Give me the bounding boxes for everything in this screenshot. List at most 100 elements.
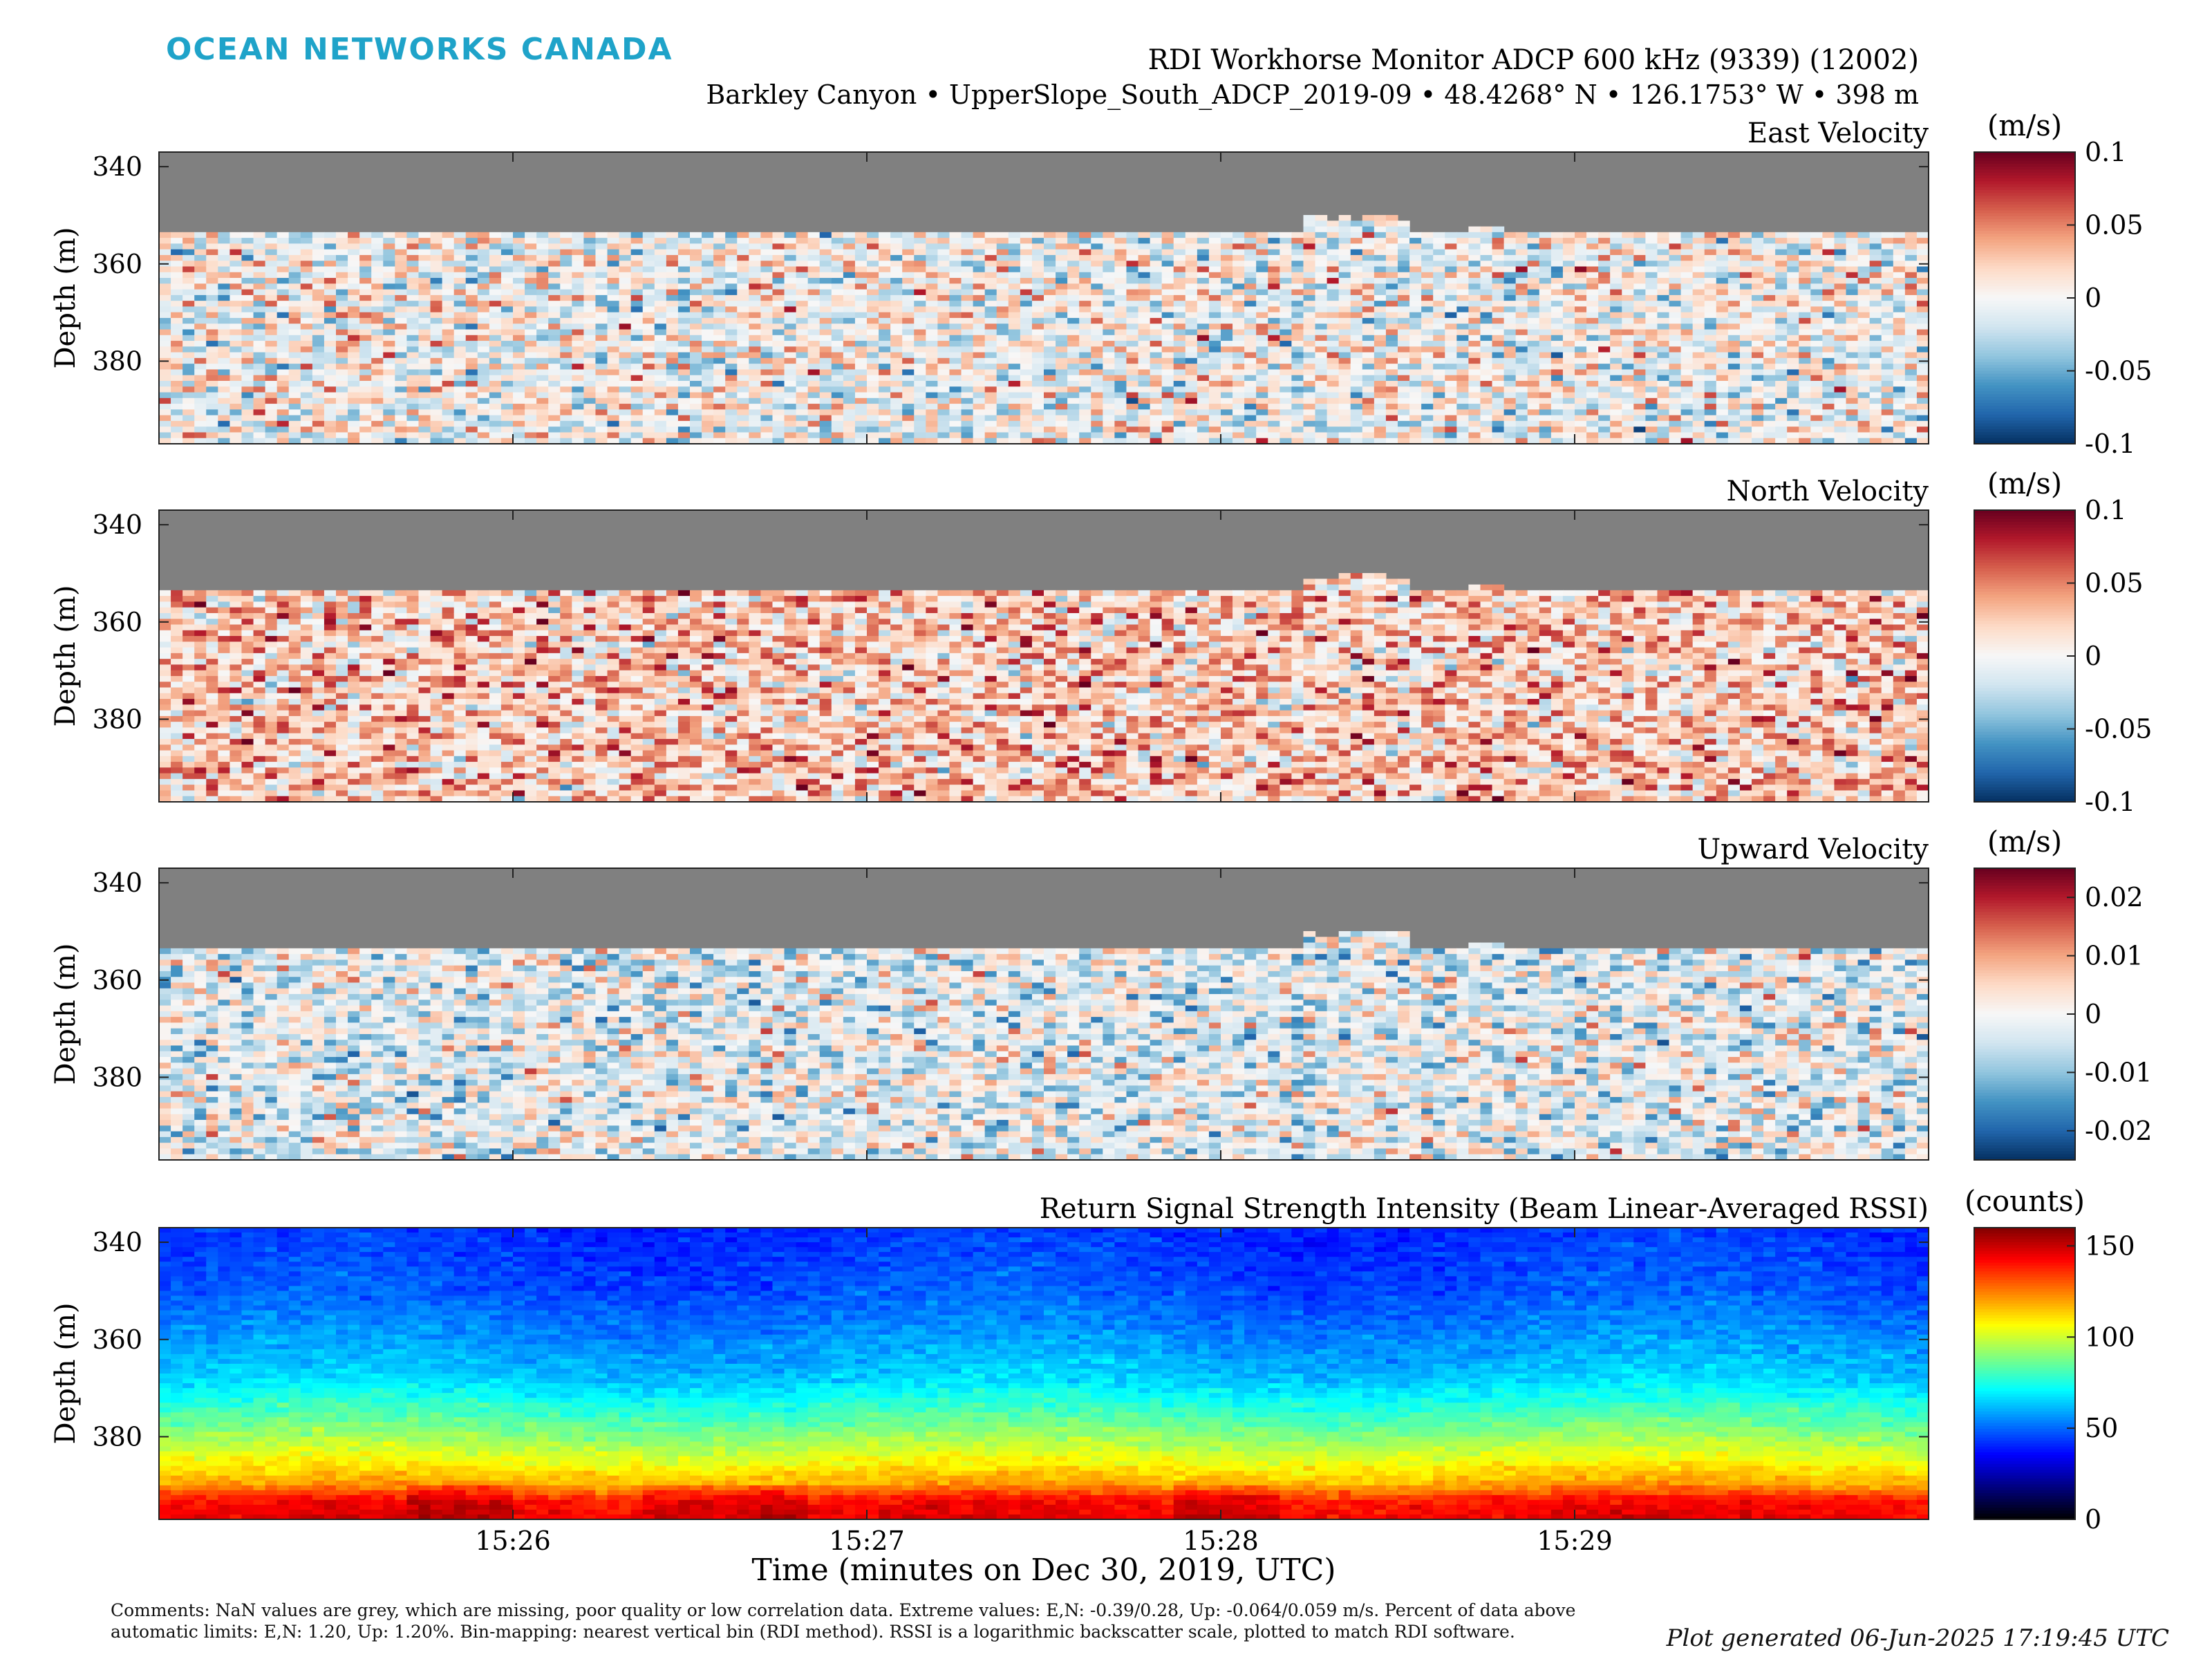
heatmap-cell xyxy=(737,438,749,444)
heatmap-cell xyxy=(1114,352,1127,359)
heatmap-cell xyxy=(642,380,655,387)
heatmap-cell xyxy=(1633,266,1646,273)
heatmap-cell xyxy=(595,289,608,296)
heatmap-cell xyxy=(807,324,821,330)
heatmap-cell xyxy=(1492,238,1505,244)
heatmap-cell xyxy=(961,364,974,371)
heatmap-cell xyxy=(1598,346,1611,353)
heatmap-cell xyxy=(1020,427,1033,433)
heatmap-cell xyxy=(1657,261,1670,268)
heatmap-cell xyxy=(500,266,514,273)
heatmap-cell xyxy=(1550,364,1564,371)
heatmap-cell xyxy=(1244,409,1257,416)
heatmap-cell xyxy=(760,289,774,296)
heatmap-cell xyxy=(1657,427,1670,433)
heatmap-cell xyxy=(324,352,337,359)
heatmap-cell xyxy=(772,249,785,256)
heatmap-cell xyxy=(465,238,478,244)
heatmap-cell xyxy=(1221,232,1233,238)
heatmap-cell xyxy=(1586,266,1599,273)
heatmap-cell xyxy=(1727,427,1741,433)
heatmap-cell xyxy=(1645,335,1658,341)
heatmap-cell xyxy=(996,404,1009,410)
heatmap-cell xyxy=(1362,221,1375,227)
heatmap-cell xyxy=(1398,272,1410,279)
heatmap-cell xyxy=(1374,266,1387,273)
heatmap-cell xyxy=(1161,283,1174,290)
heatmap-cell xyxy=(690,380,702,387)
heatmap-cell xyxy=(1138,415,1151,422)
heatmap-cell xyxy=(1079,283,1091,290)
heatmap-cell xyxy=(241,312,254,319)
heatmap-cell xyxy=(1291,306,1304,313)
heatmap-cell xyxy=(702,369,714,376)
heatmap-cell xyxy=(1445,289,1457,296)
heatmap-cell xyxy=(772,238,785,244)
heatmap-cell xyxy=(666,415,679,422)
heatmap-cell xyxy=(1421,375,1434,382)
heatmap-cell xyxy=(1031,352,1044,359)
heatmap-cell xyxy=(430,306,443,313)
heatmap-cell xyxy=(642,249,655,256)
heatmap-cell xyxy=(1350,427,1363,433)
heatmap-cell xyxy=(1680,404,1694,410)
heatmap-cell xyxy=(760,397,774,404)
heatmap-cell xyxy=(1303,306,1316,313)
heatmap-cell xyxy=(607,249,620,256)
heatmap-cell xyxy=(666,386,679,393)
heatmap-cell xyxy=(1704,409,1717,416)
heatmap-cell xyxy=(182,249,195,256)
heatmap-cell xyxy=(1492,261,1505,268)
heatmap-cell xyxy=(1079,261,1091,268)
heatmap-cell xyxy=(1138,380,1151,387)
heatmap-cell xyxy=(324,409,337,416)
heatmap-cell xyxy=(253,243,266,250)
heatmap-cell xyxy=(218,324,230,330)
heatmap-cell xyxy=(1692,306,1705,313)
heatmap-cell xyxy=(442,317,455,324)
heatmap-cell xyxy=(1327,432,1340,439)
heatmap-cell xyxy=(395,375,407,382)
heatmap-cell xyxy=(1704,243,1717,250)
heatmap-cell xyxy=(359,375,372,382)
heatmap-cell xyxy=(1727,261,1741,268)
heatmap-cell xyxy=(879,317,891,324)
heatmap-cell xyxy=(1185,266,1198,273)
heatmap-cell xyxy=(1468,346,1481,353)
heatmap-cell xyxy=(1385,415,1398,422)
heatmap-cell xyxy=(395,278,407,284)
heatmap-cell xyxy=(1515,432,1528,439)
heatmap-cell xyxy=(1315,329,1328,336)
heatmap-cell xyxy=(949,364,962,371)
heatmap-cell xyxy=(241,301,254,308)
heatmap-cell xyxy=(1445,415,1457,422)
heatmap-cell xyxy=(348,415,360,422)
heatmap-cell xyxy=(383,254,395,261)
heatmap-cell xyxy=(500,306,514,313)
heatmap-cell xyxy=(666,294,679,301)
heatmap-cell xyxy=(1091,254,1103,261)
heatmap-cell xyxy=(406,283,420,290)
heatmap-cell xyxy=(607,438,620,444)
heatmap-cell xyxy=(642,415,655,422)
heatmap-cell xyxy=(477,357,490,364)
heatmap-cell xyxy=(406,380,420,387)
heatmap-cell xyxy=(241,357,254,364)
heatmap-cell xyxy=(914,392,926,399)
heatmap-cell xyxy=(548,324,561,330)
heatmap-cell xyxy=(725,294,738,301)
heatmap-cell xyxy=(1374,317,1387,324)
heatmap-cell xyxy=(1421,341,1434,347)
heatmap-cell xyxy=(1692,427,1705,433)
heatmap-cell xyxy=(713,369,726,376)
heatmap-cell xyxy=(1716,232,1729,238)
heatmap-cell xyxy=(1480,427,1493,433)
heatmap-cell xyxy=(572,392,584,399)
heatmap-cell xyxy=(1114,289,1127,296)
heatmap-cell xyxy=(772,415,785,422)
heatmap-cell xyxy=(642,420,655,427)
heatmap-cell xyxy=(1020,232,1033,238)
heatmap-cell xyxy=(1586,438,1599,444)
heatmap-cell xyxy=(713,364,726,371)
heatmap-cell xyxy=(1374,392,1387,399)
